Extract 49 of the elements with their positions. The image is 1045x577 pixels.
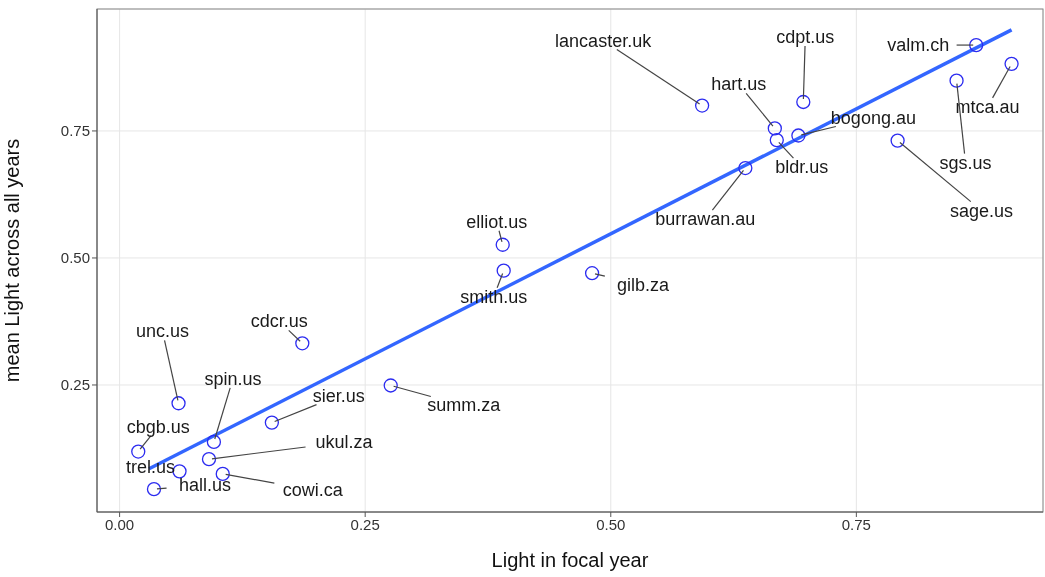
x-tick-label: 0.50 <box>596 515 626 533</box>
annotation: cowi.ca <box>282 479 344 500</box>
annotation: spin.us <box>204 368 262 389</box>
y-tick-label: 0.25 <box>60 376 90 394</box>
annotation: sage.us <box>950 200 1014 221</box>
y-tick-label: 0.50 <box>60 249 90 267</box>
point <box>264 415 280 430</box>
annotation: hall.us <box>178 475 231 496</box>
annotation: ukul.za <box>315 432 374 453</box>
annotation: gilb.za <box>617 275 671 296</box>
point <box>584 266 600 281</box>
point <box>131 444 146 459</box>
annotation: sgs.us <box>939 152 992 173</box>
point <box>767 121 782 136</box>
point <box>969 37 984 53</box>
y-axis-title: mean Light across all years <box>1 138 24 383</box>
x-tick-label: 0.25 <box>350 515 380 533</box>
point <box>791 128 806 143</box>
point <box>949 73 964 88</box>
point <box>146 481 162 497</box>
x-axis-title: Light in focal year <box>491 549 649 571</box>
annotation: valm.ch <box>887 35 950 56</box>
annotation: cdcr.us <box>250 311 308 332</box>
annotation: bldr.us <box>775 157 829 178</box>
annotation: cdpt.us <box>776 26 835 47</box>
point <box>738 160 753 176</box>
point <box>171 396 186 411</box>
annotation: summ.za <box>427 395 502 416</box>
point <box>496 263 511 278</box>
annotation: burrawan.au <box>655 209 756 230</box>
point <box>295 336 310 351</box>
point <box>206 434 222 450</box>
point <box>495 237 510 252</box>
x-tick-label: 0.00 <box>104 515 135 533</box>
annotation: hart.us <box>711 74 767 95</box>
annotation: elliot.us <box>466 211 528 232</box>
x-tick-label: 0.75 <box>841 515 871 533</box>
point <box>1004 56 1019 72</box>
annotation: cbgb.us <box>126 416 190 437</box>
point <box>769 132 784 148</box>
point <box>201 452 217 467</box>
y-tick-label: 0.75 <box>60 122 90 140</box>
point <box>890 133 905 148</box>
annotation: unc.us <box>136 321 190 342</box>
annotation: lancaster.uk <box>555 30 653 51</box>
point <box>383 378 398 393</box>
point <box>694 98 710 113</box>
point <box>796 94 811 110</box>
annotation: sier.us <box>312 385 365 406</box>
